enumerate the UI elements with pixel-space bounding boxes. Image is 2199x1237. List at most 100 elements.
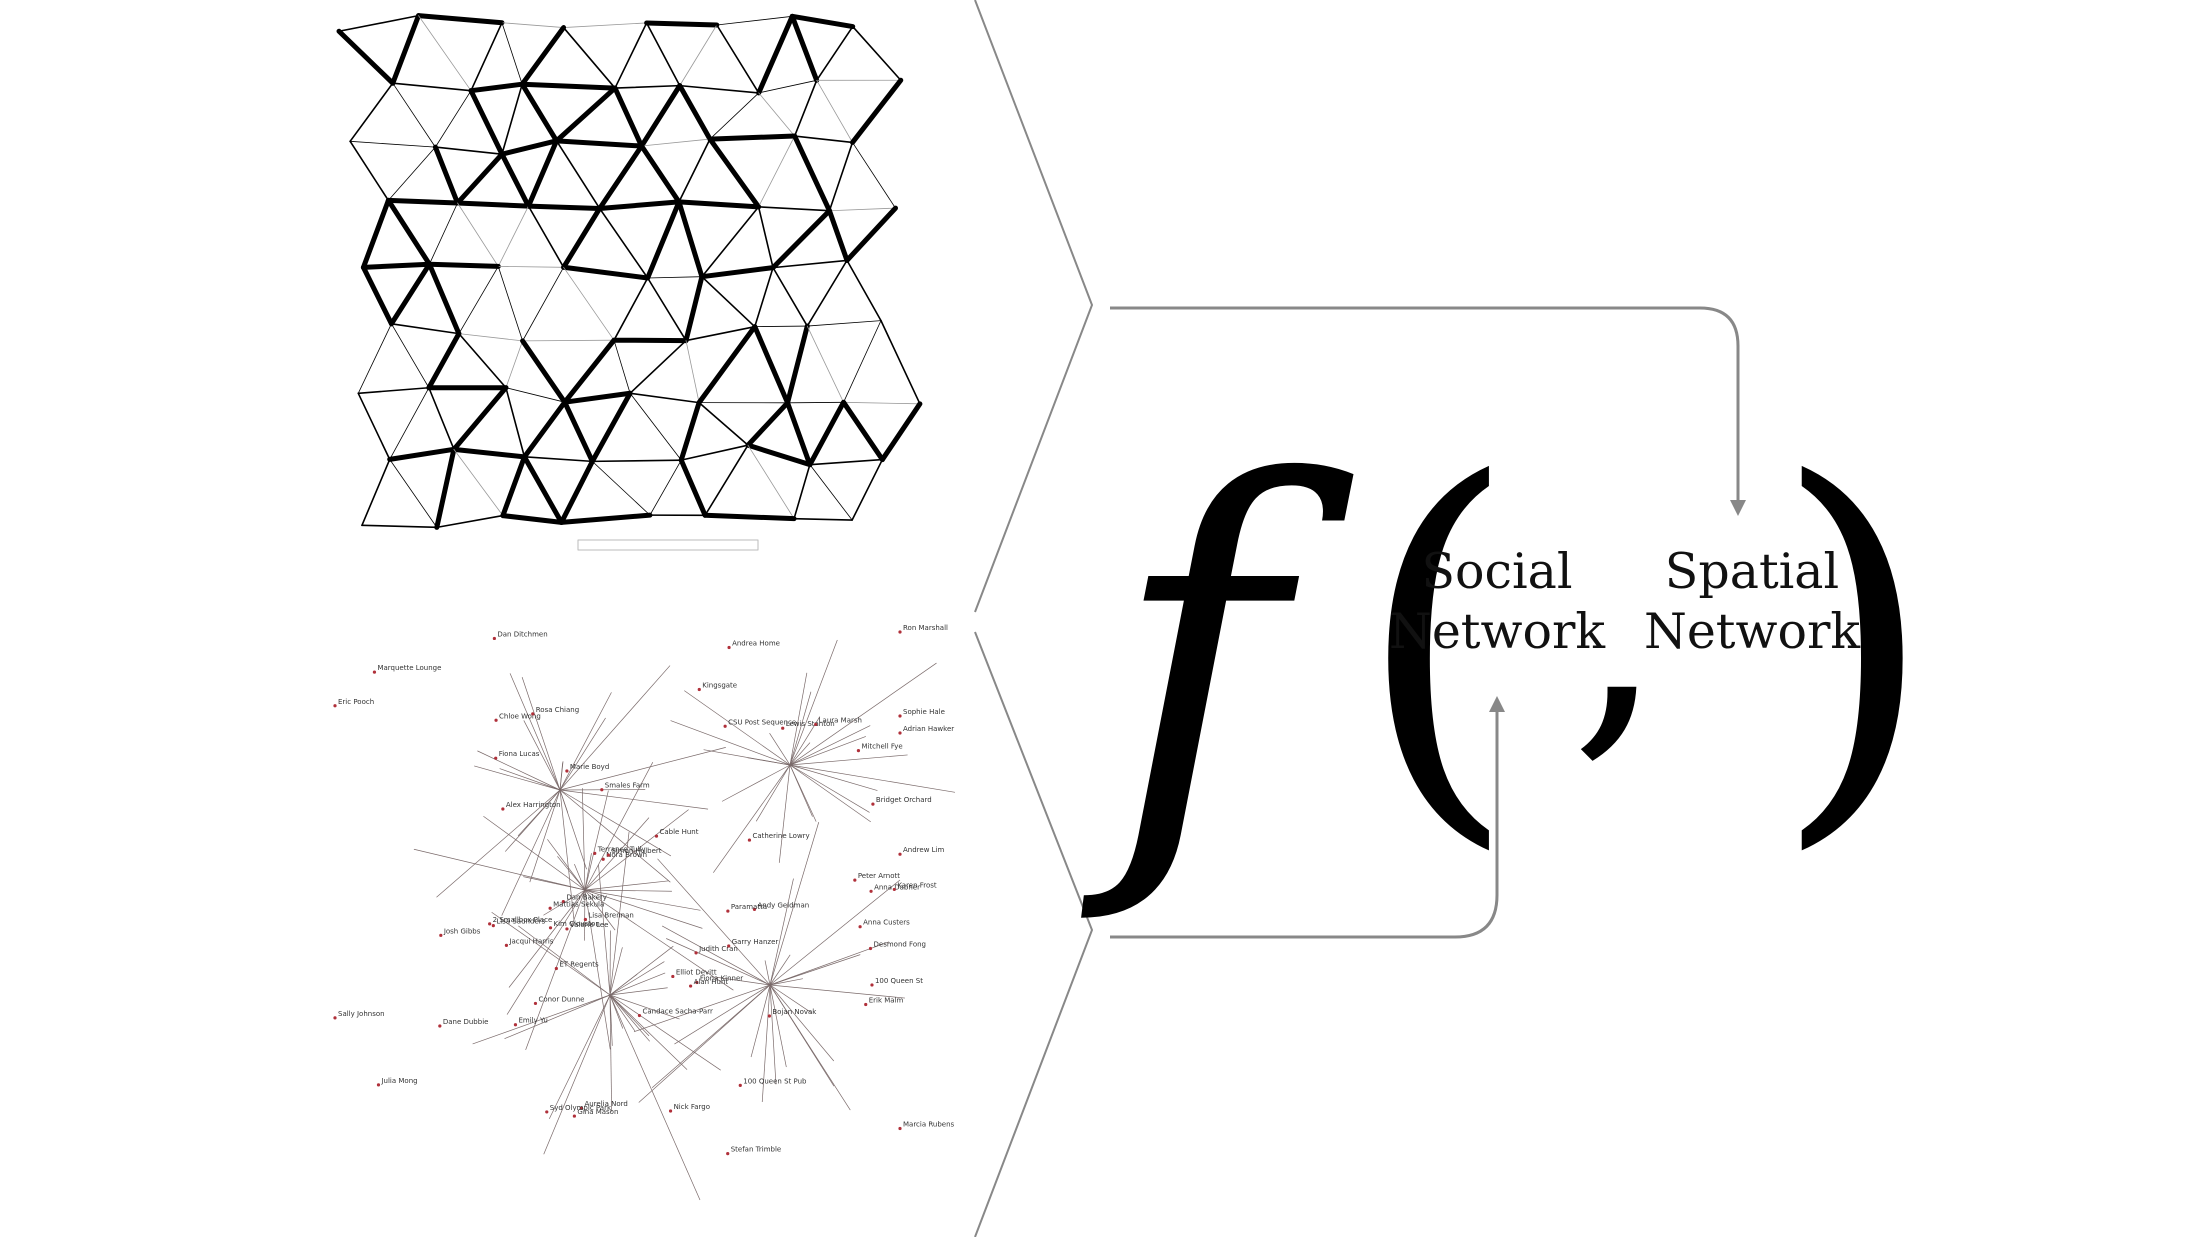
social-node-label: Syd Olympic Park: [550, 1104, 612, 1112]
social-node: [333, 1016, 337, 1020]
spatial-edge: [792, 133, 832, 214]
social-node: [548, 926, 553, 930]
spatial-edge: [591, 459, 683, 463]
social-node: [637, 1013, 642, 1018]
spatial-edge: [361, 458, 391, 527]
spatial-edge: [589, 390, 633, 464]
spatial-edge: [826, 208, 850, 263]
spatial-edge: [614, 22, 648, 89]
social-edge: [769, 732, 791, 766]
social-node: [747, 838, 752, 842]
social-node-label: Adrian Hawker: [903, 725, 954, 733]
spatial-edge: [416, 13, 505, 26]
social-node: [868, 946, 873, 951]
social-node: [501, 807, 505, 811]
social-network-label-line1: Social: [1421, 543, 1572, 600]
spatial-edge: [683, 274, 705, 344]
social-node: [898, 714, 902, 718]
spatial-edge: [709, 92, 760, 140]
spatial-edge: [434, 90, 472, 148]
social-node: [583, 917, 587, 922]
social-edge: [547, 839, 586, 891]
spatial-edge: [519, 81, 618, 91]
social-edge: [651, 984, 771, 1089]
spatial-edge: [505, 386, 526, 458]
social-node: [814, 722, 818, 727]
social-edge: [769, 978, 803, 986]
social-node-label: Cable Hunt: [659, 828, 698, 836]
spatial-network-graph: [336, 13, 923, 551]
spatial-edge: [806, 325, 844, 403]
spatial-edge: [678, 138, 711, 203]
social-node: [871, 802, 875, 806]
spatial-connector-arrow: [1110, 306, 1740, 500]
spatial-edge: [829, 207, 896, 212]
social-edge: [559, 789, 672, 857]
spatial-edge: [387, 446, 457, 462]
spatial-edge: [357, 386, 430, 395]
social-node-label: Jacqui Harris: [508, 937, 553, 945]
social-node: [579, 1106, 584, 1110]
social-edge: [559, 747, 726, 791]
social-edge: [609, 994, 688, 1070]
social-node-label: Julia Mong: [380, 1077, 417, 1085]
social-node: [856, 749, 861, 753]
social-node: [726, 909, 730, 913]
spatial-edge: [772, 259, 848, 269]
spatial-edge: [698, 401, 749, 446]
social-edge: [559, 789, 569, 813]
spatial-edge: [360, 197, 391, 270]
social-node-label: Andrew Lim: [903, 846, 944, 854]
spatial-edge: [390, 322, 460, 335]
spatial-edge: [563, 266, 615, 341]
social-node-label: Valerie Lee: [570, 921, 609, 929]
social-edge: [609, 832, 630, 996]
spatial-edge: [453, 448, 504, 516]
social-node: [671, 974, 675, 979]
social-node-label: Sally Johnson: [338, 1010, 385, 1018]
social-node: [494, 718, 498, 722]
spatial-edge: [385, 197, 461, 206]
spatial-edge: [815, 25, 854, 82]
spatial-edge: [525, 138, 560, 209]
spatial-edge: [844, 205, 898, 263]
social-edge: [769, 984, 851, 1111]
spatial-edge: [679, 24, 718, 87]
spatial-edge: [389, 387, 430, 460]
spatial-edge: [851, 458, 884, 521]
social-node-label: Stefan Trimble: [731, 1146, 782, 1154]
social-node-label: Emily Yu: [518, 1017, 547, 1025]
social-edge: [504, 994, 611, 1039]
spatial-edge: [391, 82, 472, 92]
social-node: [492, 636, 496, 641]
spatial-edge: [505, 387, 566, 403]
spatial-edge: [521, 399, 568, 460]
social-edge: [674, 984, 771, 1045]
spatial-edge: [389, 458, 438, 528]
spatial-edge: [522, 266, 564, 342]
social-edge: [584, 889, 672, 892]
spatial-scale-bar: [577, 539, 759, 551]
social-node-label: Marcia Rubens: [903, 1120, 955, 1128]
spatial-edge: [458, 332, 507, 389]
spatial-edge: [455, 151, 505, 206]
social-edge: [584, 889, 734, 991]
social-edge: [670, 720, 791, 766]
social-edge: [715, 976, 771, 986]
social-edge: [778, 764, 791, 863]
spatial-edge: [745, 400, 791, 448]
social-node-label: Mitchell Fye: [861, 743, 902, 751]
social-edge: [789, 764, 956, 793]
social-edge: [584, 889, 701, 911]
spatial-edge: [757, 206, 831, 212]
social-edge: [559, 717, 606, 791]
social-node: [531, 712, 535, 716]
social-node: [727, 944, 731, 948]
social-node: [491, 924, 495, 928]
social-edge: [764, 960, 771, 986]
social-node-label: Laura Marsh: [819, 716, 862, 724]
social-edge: [789, 639, 838, 766]
spatial-edge: [521, 454, 564, 525]
spatial-edge: [501, 83, 523, 155]
social-node: [438, 1024, 442, 1028]
